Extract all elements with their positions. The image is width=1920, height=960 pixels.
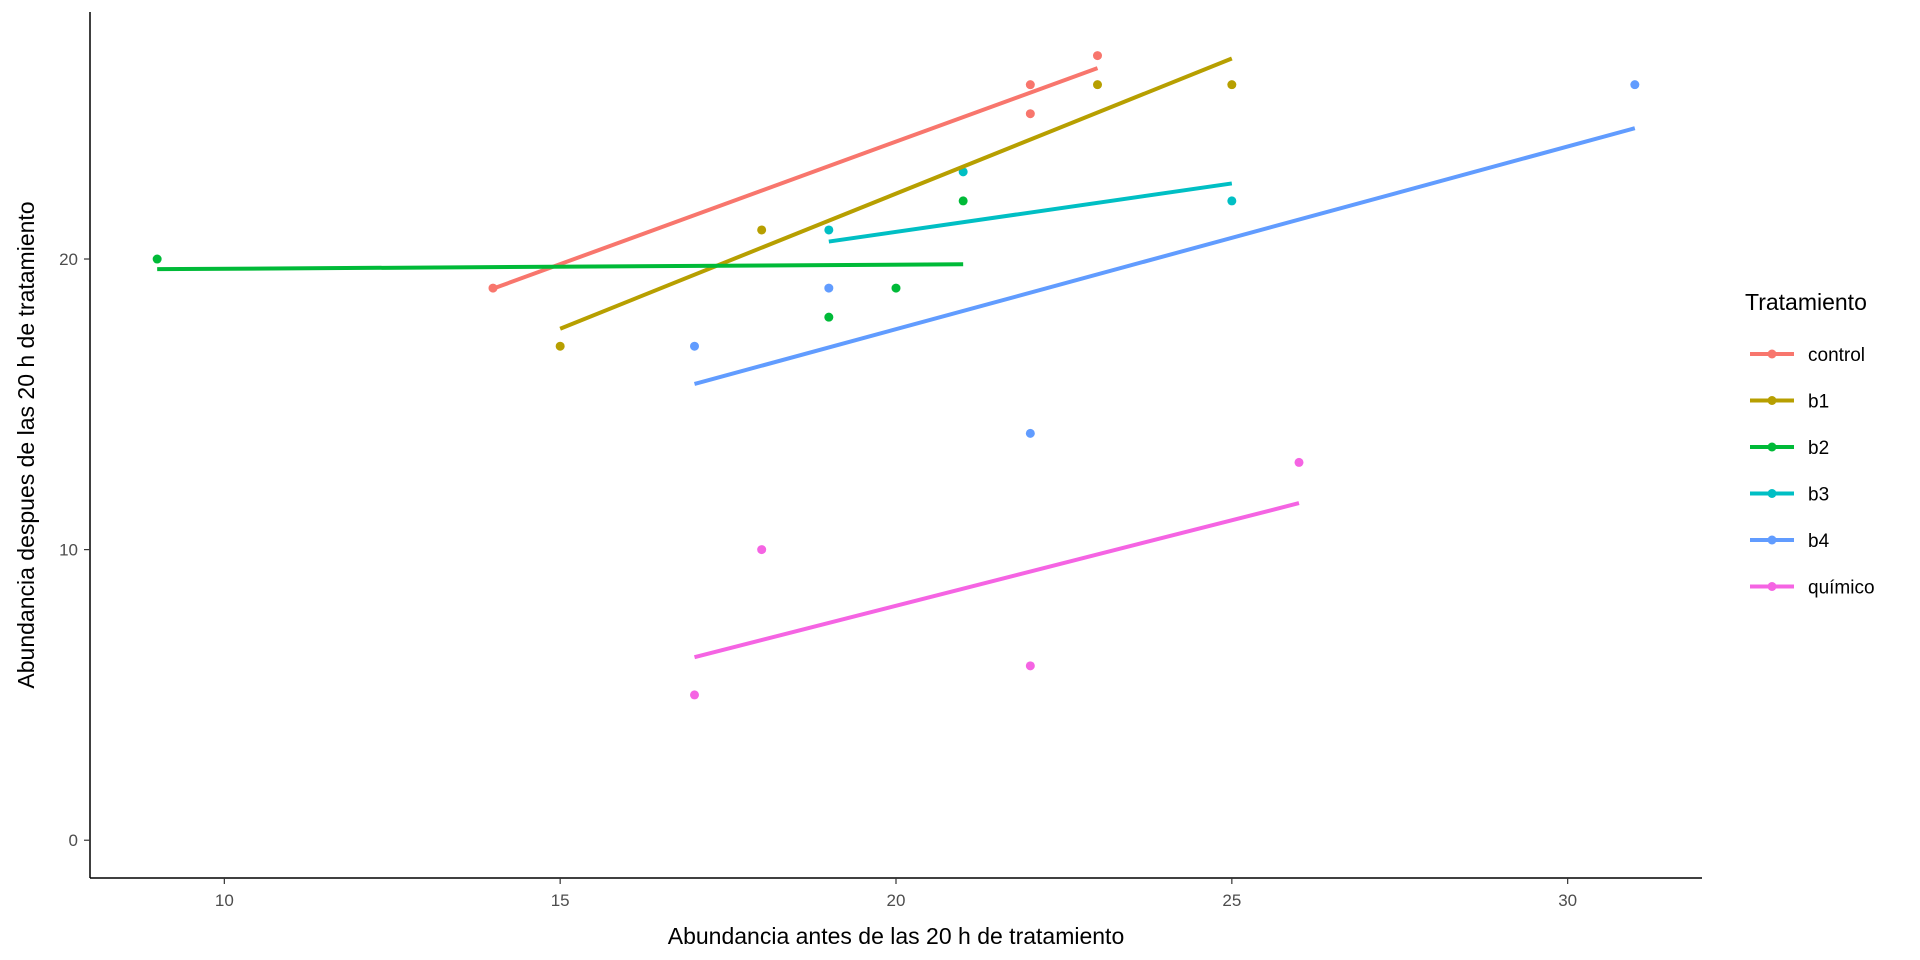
data-point [1025, 109, 1035, 119]
series-b2 [152, 196, 968, 322]
legend: Tratamiento control b1 b2 b3 b4 químico [1745, 289, 1875, 599]
x-axis-title: Abundancia antes de las 20 h de tratamie… [668, 923, 1125, 949]
data-point [1294, 457, 1304, 467]
data-point [958, 196, 968, 206]
legend-key-point [1767, 442, 1777, 452]
legend-label: b3 [1808, 485, 1829, 506]
legend-label: control [1808, 345, 1865, 366]
data-point [690, 341, 699, 351]
data-point [1093, 51, 1102, 61]
fit-line-b2 [157, 262, 964, 272]
plot-area [152, 51, 1640, 700]
data-point [1227, 80, 1237, 90]
legend-key-point [1767, 396, 1777, 405]
legend-item-b4: b4 [1750, 531, 1830, 552]
fit-line-b3 [828, 181, 1233, 244]
fit-line-b4 [693, 126, 1636, 386]
fit-line-químico [694, 501, 1300, 660]
data-point [824, 283, 834, 293]
data-point [1025, 661, 1035, 671]
x-tick-label: 15 [551, 891, 570, 910]
data-point [757, 225, 767, 235]
legend-key-point [1767, 489, 1777, 498]
data-point [690, 690, 699, 700]
data-point [1630, 80, 1640, 90]
data-point [1025, 80, 1035, 90]
x-tick-label: 20 [887, 891, 906, 910]
data-point [1025, 428, 1035, 438]
x-tick-label: 25 [1222, 891, 1241, 910]
legend-item-químico: químico [1750, 578, 1875, 599]
y-tick-label: 20 [59, 250, 78, 269]
x-tick-label: 10 [215, 891, 234, 910]
series-b4 [690, 80, 1640, 438]
data-point [1227, 196, 1237, 206]
legend-item-b2: b2 [1750, 438, 1829, 459]
y-tick-label: 10 [59, 541, 78, 560]
x-axis-ticks: 10 15 20 25 30 [215, 878, 1577, 910]
fit-line-control [492, 66, 1099, 291]
legend-item-control: control [1750, 345, 1865, 366]
series-químico [690, 457, 1304, 700]
y-axis-ticks: 0 10 20 [59, 250, 90, 850]
fit-line-b1 [559, 56, 1233, 331]
data-point [1093, 80, 1102, 90]
legend-key-point [1767, 349, 1777, 359]
legend-label: b4 [1808, 531, 1830, 552]
legend-item-b1: b1 [1750, 392, 1829, 413]
y-axis-title: Abundancia despues de las 20 h de tratam… [13, 201, 39, 688]
legend-key-point [1767, 582, 1777, 591]
data-point [555, 341, 565, 351]
data-point [891, 283, 901, 293]
legend-label: b1 [1808, 392, 1829, 413]
legend-title: Tratamiento [1745, 289, 1867, 315]
series-b1 [555, 80, 1237, 351]
x-tick-label: 30 [1558, 891, 1577, 910]
data-point [757, 545, 767, 555]
data-point [824, 312, 834, 322]
legend-label: químico [1808, 578, 1875, 599]
legend-label: b2 [1808, 438, 1829, 459]
data-point [824, 225, 834, 235]
legend-item-b3: b3 [1750, 485, 1829, 506]
data-point [152, 254, 162, 264]
series-b3 [824, 167, 1237, 235]
legend-key-point [1767, 535, 1777, 545]
y-tick-label: 0 [69, 831, 78, 850]
series-control [488, 51, 1102, 293]
